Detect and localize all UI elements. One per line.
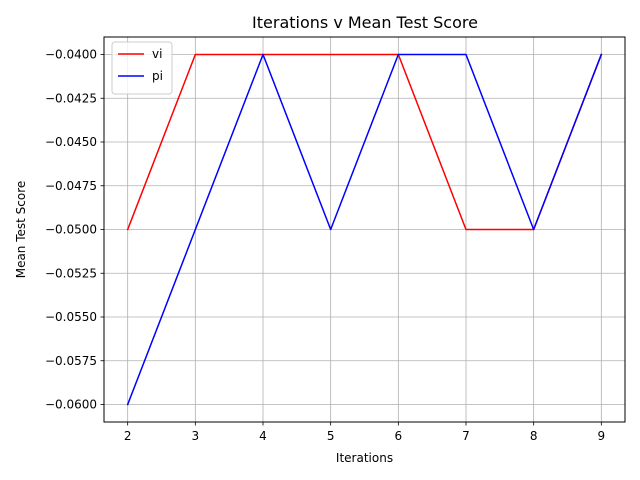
x-tick-label: 9 [597, 429, 605, 443]
series-line-pi [126, 53, 603, 406]
y-tick-label: −0.0600 [45, 398, 97, 412]
legend-label-vi: vi [152, 47, 162, 61]
axis-ticks: 2 3 4 5 6 7 8 9 −0.0400 −0.0425 −0.0450 −0.0475 −0.0… [45, 48, 605, 444]
y-tick-label: −0.0500 [45, 223, 97, 237]
x-tick-label: 2 [124, 429, 132, 443]
x-axis-label: Iterations [336, 451, 393, 465]
y-tick-label: −0.0450 [45, 135, 97, 149]
y-axis-label: Mean Test Score [14, 181, 28, 279]
x-tick-label: 5 [327, 429, 335, 443]
series-line-vi [126, 53, 603, 231]
x-tick-label: 6 [395, 429, 403, 443]
y-tick-label: −0.0400 [45, 48, 97, 62]
y-tick-label: −0.0525 [45, 266, 97, 280]
x-tick-label: 8 [530, 429, 538, 443]
x-tick-label: 3 [192, 429, 200, 443]
x-tick-label: 7 [462, 429, 470, 443]
x-tick-label: 4 [259, 429, 267, 443]
series-lines [126, 53, 603, 406]
y-tick-label: −0.0575 [45, 354, 97, 368]
y-tick-label: −0.0475 [45, 179, 97, 193]
legend-box [111, 41, 173, 95]
y-tick-label: −0.0425 [45, 91, 97, 105]
chart-title: Iterations v Mean Test Score [252, 13, 478, 32]
legend: vi pi [111, 41, 173, 95]
legend-label-pi: pi [152, 69, 163, 83]
y-tick-label: −0.0550 [45, 310, 97, 324]
